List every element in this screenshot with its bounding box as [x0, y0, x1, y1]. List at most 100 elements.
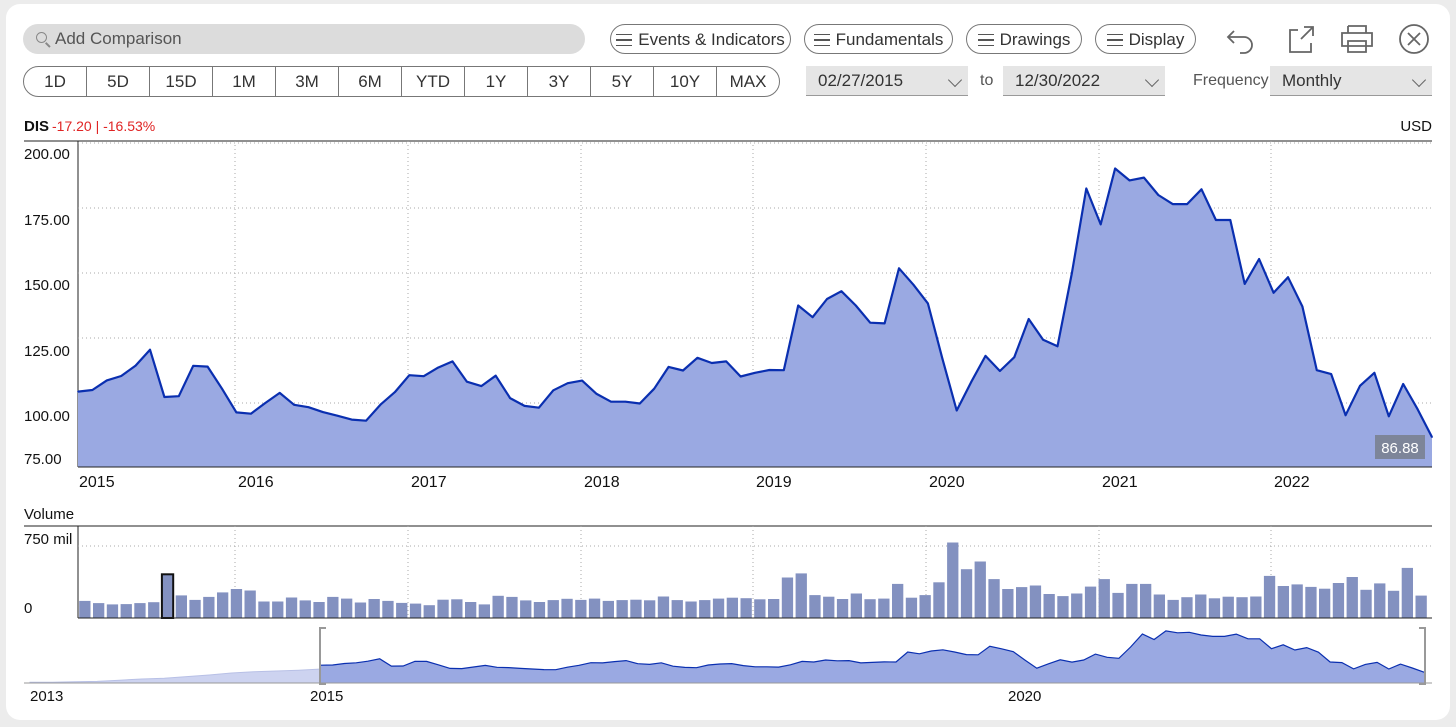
- fundamentals-button[interactable]: Fundamentals: [804, 24, 953, 54]
- range-5y-button[interactable]: 5Y: [590, 67, 653, 96]
- popout-icon[interactable]: [1284, 22, 1320, 56]
- volume-bar: [1401, 567, 1413, 618]
- navigator[interactable]: 2013 2015 2020: [24, 627, 1432, 705]
- price-point: [494, 374, 497, 377]
- price-point: [1056, 345, 1059, 348]
- price-point: [264, 402, 267, 404]
- volume-bar: [506, 596, 518, 618]
- price-point: [595, 393, 598, 395]
- range-6m-button[interactable]: 6M: [338, 67, 401, 96]
- menu-icon: [616, 34, 633, 46]
- range-5d-button[interactable]: 5D: [86, 67, 149, 96]
- display-label: Display: [1128, 30, 1185, 49]
- price-point: [653, 387, 655, 390]
- volume-bar: [79, 600, 91, 618]
- ticker-label: DIS: [24, 118, 49, 135]
- volume-bar: [478, 604, 490, 618]
- price-point: [1287, 276, 1289, 279]
- volume-bar: [960, 569, 973, 618]
- volume-bar: [1222, 596, 1234, 618]
- range-ytd-button[interactable]: YTD: [401, 67, 464, 96]
- price-point: [610, 400, 612, 403]
- drawings-button[interactable]: Drawings: [966, 24, 1082, 54]
- price-point: [408, 374, 411, 377]
- price-point: [1416, 408, 1419, 411]
- range-15d-button[interactable]: 15D: [149, 67, 212, 96]
- volume-bar: [933, 582, 945, 618]
- price-point: [206, 365, 209, 368]
- price-point: [1085, 187, 1088, 190]
- volume-bar: [1195, 594, 1207, 618]
- price-point: [1215, 219, 1217, 221]
- price-point: [336, 414, 339, 417]
- volume-bar: [878, 598, 890, 618]
- navigator-history-area: [29, 668, 322, 684]
- volume-bar: [602, 600, 614, 618]
- volume-bar: [795, 573, 807, 618]
- range-1y-button[interactable]: 1Y: [464, 67, 527, 96]
- volume-bar: [836, 599, 849, 618]
- price-point: [1330, 373, 1332, 375]
- price-point: [739, 375, 742, 378]
- price-point: [682, 369, 684, 372]
- price-point: [120, 375, 122, 377]
- volume-bar: [1236, 597, 1248, 618]
- print-icon[interactable]: [1338, 22, 1376, 56]
- start-date-value: 02/27/2015: [818, 71, 904, 90]
- volume-bar: [712, 598, 725, 618]
- volume-bar: [313, 602, 325, 618]
- close-icon[interactable]: [1396, 22, 1432, 56]
- volume-bar: [533, 602, 546, 618]
- navigator-tick-label: 2020: [1008, 688, 1041, 705]
- volume-bar: [1360, 589, 1372, 618]
- price-series: 200.00 175.00 150.00 125.00 100.00 75.00 2015 2…: [24, 140, 1433, 491]
- price-point: [77, 390, 79, 393]
- volume-bar: [892, 583, 904, 618]
- price-point: [826, 298, 828, 300]
- events-indicators-button[interactable]: Events & Indicators: [610, 24, 791, 54]
- price-point: [984, 355, 987, 357]
- x-tick-label: 2022: [1274, 474, 1310, 491]
- price-point: [1099, 223, 1102, 226]
- frequency-select[interactable]: Monthly: [1270, 66, 1432, 96]
- price-point: [783, 369, 785, 372]
- range-3m-button[interactable]: 3M: [275, 67, 338, 96]
- end-date-select[interactable]: 12/30/2022: [1003, 66, 1165, 96]
- range-10y-button[interactable]: 10Y: [653, 67, 716, 96]
- price-point: [480, 385, 483, 387]
- price-point: [322, 411, 324, 413]
- range-1m-button[interactable]: 1M: [212, 67, 275, 96]
- price-point: [1027, 318, 1030, 320]
- volume-bar: [1002, 589, 1014, 618]
- range-max-button[interactable]: MAX: [716, 67, 779, 96]
- price-point: [711, 362, 713, 364]
- volume-bar: [437, 599, 449, 618]
- range-3y-button[interactable]: 3Y: [527, 67, 590, 96]
- start-date-select[interactable]: 02/27/2015: [806, 66, 968, 96]
- display-button[interactable]: Display: [1095, 24, 1196, 54]
- navigator-left-handle: [319, 627, 326, 685]
- volume-title: Volume: [24, 506, 74, 523]
- volume-bar: [465, 602, 477, 618]
- price-point: [149, 348, 151, 351]
- price-point: [1042, 339, 1044, 341]
- price-point: [250, 412, 252, 415]
- add-comparison-input[interactable]: Add Comparison: [23, 24, 585, 54]
- volume-bar: [1263, 575, 1276, 618]
- volume-bar: [850, 593, 862, 618]
- price-point: [509, 397, 511, 399]
- undo-icon[interactable]: [1224, 22, 1260, 56]
- volume-bar: [396, 602, 408, 618]
- volume-bar: [919, 595, 931, 618]
- volume-bar: [1415, 595, 1427, 618]
- end-date-value: 12/30/2022: [1015, 71, 1101, 90]
- range-1d-button[interactable]: 1D: [44, 72, 66, 91]
- price-point: [1171, 203, 1174, 205]
- price-point: [422, 375, 425, 378]
- price-point: [350, 418, 353, 421]
- volume-bar: [327, 596, 339, 618]
- volume-bar: [616, 600, 628, 618]
- price-point: [912, 283, 915, 286]
- x-tick-label: 2018: [584, 474, 620, 491]
- price-point: [1143, 176, 1145, 179]
